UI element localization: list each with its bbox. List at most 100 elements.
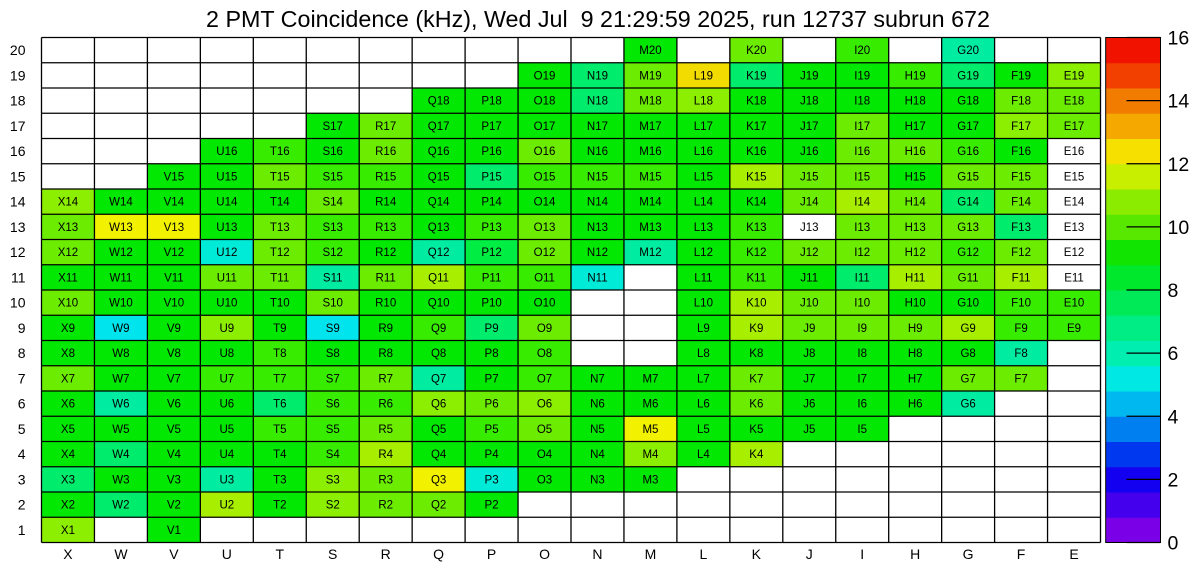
svg-text:4: 4 — [1168, 406, 1179, 428]
svg-text:N: N — [592, 546, 602, 562]
svg-text:0: 0 — [1168, 533, 1179, 555]
svg-text:U4: U4 — [219, 449, 234, 461]
svg-text:R9: R9 — [378, 323, 393, 335]
svg-text:Q18: Q18 — [428, 96, 450, 108]
svg-text:R14: R14 — [375, 197, 397, 209]
svg-text:L5: L5 — [697, 424, 710, 436]
svg-text:S15: S15 — [322, 171, 342, 183]
svg-text:S4: S4 — [326, 449, 341, 461]
svg-text:S: S — [328, 546, 337, 562]
svg-text:M3: M3 — [642, 474, 658, 486]
svg-text:L11: L11 — [694, 272, 712, 284]
svg-text:P12: P12 — [481, 247, 501, 259]
svg-text:F7: F7 — [1014, 373, 1027, 385]
svg-text:S6: S6 — [326, 399, 340, 411]
svg-text:Q11: Q11 — [428, 272, 449, 284]
svg-text:12: 12 — [10, 244, 26, 260]
svg-text:F13: F13 — [1011, 222, 1031, 234]
svg-text:O8: O8 — [537, 348, 552, 360]
svg-text:X: X — [63, 546, 73, 562]
svg-text:F8: F8 — [1014, 348, 1027, 360]
svg-text:L9: L9 — [697, 323, 710, 335]
svg-text:L19: L19 — [694, 70, 713, 82]
svg-text:E17: E17 — [1064, 121, 1084, 133]
svg-text:S10: S10 — [322, 298, 342, 310]
svg-text:V7: V7 — [167, 373, 181, 385]
svg-text:H6: H6 — [908, 399, 923, 411]
svg-text:M19: M19 — [639, 70, 661, 82]
svg-text:5: 5 — [18, 421, 26, 437]
svg-text:H19: H19 — [905, 70, 926, 82]
svg-text:K5: K5 — [749, 424, 763, 436]
svg-text:G13: G13 — [957, 222, 979, 234]
svg-text:O15: O15 — [534, 171, 556, 183]
svg-text:F11: F11 — [1012, 272, 1031, 284]
svg-text:O3: O3 — [537, 474, 552, 486]
svg-text:H15: H15 — [905, 171, 926, 183]
svg-text:K: K — [752, 546, 762, 562]
svg-text:P3: P3 — [485, 474, 499, 486]
svg-text:10: 10 — [1168, 217, 1190, 239]
svg-text:X2: X2 — [61, 500, 75, 512]
svg-text:G18: G18 — [957, 96, 979, 108]
svg-text:Q9: Q9 — [431, 323, 446, 335]
svg-text:L16: L16 — [694, 146, 713, 158]
svg-text:P13: P13 — [481, 222, 501, 234]
svg-text:K7: K7 — [749, 373, 763, 385]
svg-text:R: R — [381, 546, 391, 562]
svg-text:W7: W7 — [112, 373, 129, 385]
svg-text:U6: U6 — [219, 399, 234, 411]
svg-text:K19: K19 — [746, 70, 766, 82]
svg-text:E16: E16 — [1064, 146, 1084, 158]
svg-text:P2: P2 — [485, 500, 499, 512]
svg-text:E19: E19 — [1064, 70, 1084, 82]
svg-text:2: 2 — [18, 497, 26, 513]
svg-text:M14: M14 — [639, 197, 662, 209]
svg-text:R12: R12 — [375, 247, 396, 259]
svg-text:X10: X10 — [58, 298, 78, 310]
svg-text:U: U — [222, 546, 232, 562]
svg-text:X14: X14 — [58, 197, 79, 209]
svg-text:R4: R4 — [378, 449, 393, 461]
svg-text:N7: N7 — [590, 373, 605, 385]
svg-text:T16: T16 — [270, 146, 290, 158]
svg-text:S2: S2 — [326, 500, 340, 512]
svg-text:R5: R5 — [378, 424, 393, 436]
svg-text:S14: S14 — [322, 197, 343, 209]
svg-text:10: 10 — [10, 295, 26, 311]
svg-text:N5: N5 — [590, 424, 605, 436]
svg-text:X11: X11 — [58, 272, 78, 284]
svg-text:P8: P8 — [485, 348, 499, 360]
svg-text:X13: X13 — [58, 222, 78, 234]
svg-text:P6: P6 — [485, 399, 499, 411]
svg-text:N15: N15 — [587, 171, 608, 183]
svg-text:I18: I18 — [854, 96, 870, 108]
svg-text:N6: N6 — [590, 399, 605, 411]
svg-text:T5: T5 — [273, 424, 286, 436]
svg-text:P4: P4 — [485, 449, 500, 461]
svg-text:X3: X3 — [61, 474, 75, 486]
svg-text:S8: S8 — [326, 348, 340, 360]
svg-text:I10: I10 — [854, 298, 870, 310]
svg-text:W5: W5 — [112, 424, 129, 436]
svg-text:R10: R10 — [375, 298, 396, 310]
svg-text:L6: L6 — [697, 399, 710, 411]
svg-text:K9: K9 — [749, 323, 763, 335]
svg-text:U12: U12 — [216, 247, 237, 259]
svg-text:2: 2 — [1168, 469, 1179, 491]
svg-text:16: 16 — [10, 143, 26, 159]
svg-text:T2: T2 — [273, 500, 286, 512]
svg-text:E10: E10 — [1064, 298, 1084, 310]
svg-text:O19: O19 — [534, 70, 556, 82]
svg-text:H14: H14 — [905, 197, 927, 209]
svg-text:12: 12 — [1168, 154, 1190, 176]
svg-text:G8: G8 — [960, 348, 975, 360]
svg-text:I16: I16 — [854, 146, 870, 158]
svg-text:I12: I12 — [854, 247, 870, 259]
svg-text:X9: X9 — [61, 323, 75, 335]
svg-text:J15: J15 — [800, 171, 819, 183]
svg-text:E11: E11 — [1064, 272, 1084, 284]
svg-text:M13: M13 — [639, 222, 661, 234]
svg-text:Q15: Q15 — [428, 171, 450, 183]
svg-text:O4: O4 — [537, 449, 553, 461]
